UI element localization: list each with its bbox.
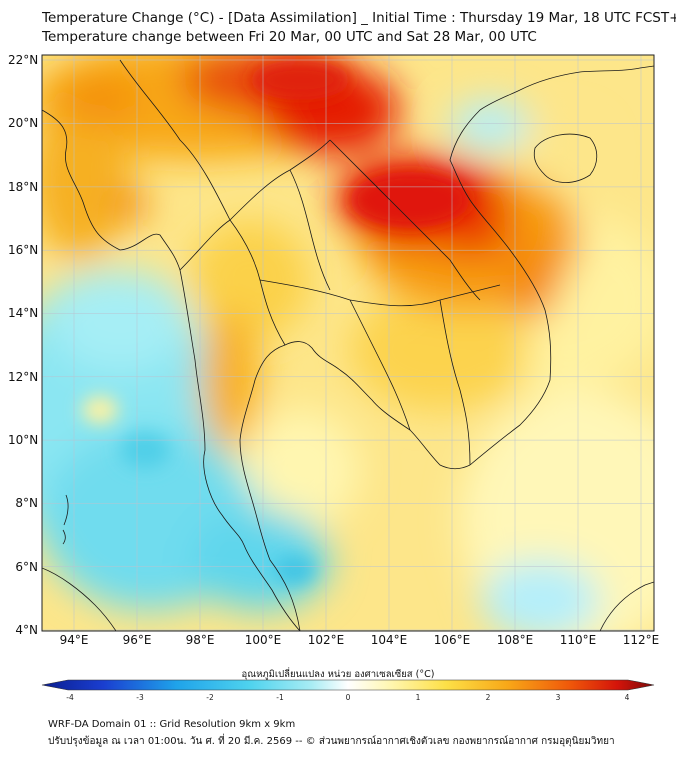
colorbar-tick: 1 — [415, 693, 421, 702]
lon-label-102e: 102°E — [307, 633, 345, 647]
lat-label-6n: 6°N — [15, 560, 38, 574]
colorbar — [41, 679, 655, 691]
lon-label-106e: 106°E — [433, 633, 471, 647]
lon-label-96e: 96°E — [122, 633, 152, 647]
lat-label-8n: 8°N — [15, 496, 38, 510]
temperature-field — [42, 55, 654, 631]
footer-model-info: WRF-DA Domain 01 :: Grid Resolution 9km … — [48, 719, 296, 730]
map-subtitle: Temperature change between Fri 20 Mar, 0… — [42, 29, 537, 45]
footer-credit: ปรับปรุงข้อมูล ณ เวลา 01:00น. วัน ศ. ที่… — [48, 736, 615, 747]
graticule — [42, 55, 654, 631]
lat-label-16n: 16°N — [8, 243, 39, 257]
lat-label-10n: 10°N — [8, 433, 39, 447]
lat-label-20n: 20°N — [8, 116, 39, 130]
lon-label-104e: 104°E — [370, 633, 408, 647]
map-title: Temperature Change (°C) - [Data Assimila… — [42, 10, 676, 26]
colorbar-tick: -4 — [66, 693, 74, 702]
lon-label-110e: 110°E — [559, 633, 597, 647]
map-frame — [41, 54, 655, 632]
lon-label-112e: 112°E — [622, 633, 660, 647]
colorbar-tick: -2 — [206, 693, 214, 702]
lat-label-18n: 18°N — [8, 180, 39, 194]
lon-label-94e: 94°E — [59, 633, 89, 647]
colorbar-title: อุณหภูมิเปลี่ยนแปลง หน่วย องศาเซลเซียส (… — [241, 669, 435, 680]
lat-label-12n: 12°N — [8, 370, 39, 384]
lon-label-100e: 100°E — [244, 633, 282, 647]
lon-label-108e: 108°E — [496, 633, 534, 647]
colorbar-tick: 4 — [624, 693, 630, 702]
lon-label-98e: 98°E — [185, 633, 215, 647]
colorbar-tick: 3 — [555, 693, 561, 702]
lat-label-22n: 22°N — [8, 53, 39, 67]
lat-label-14n: 14°N — [8, 306, 39, 320]
colorbar-tick: 2 — [485, 693, 491, 702]
colorbar-tick: -1 — [276, 693, 284, 702]
colorbar-tick: 0 — [345, 693, 351, 702]
lat-label-4n: 4°N — [15, 623, 38, 637]
coastlines-borders — [42, 59, 654, 631]
colorbar-tick: -3 — [136, 693, 144, 702]
